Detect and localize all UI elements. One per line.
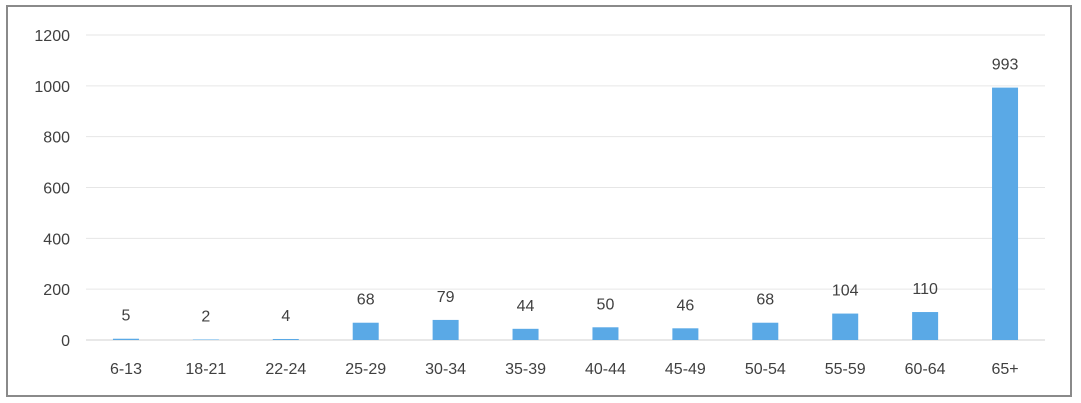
bar-25-29 <box>352 322 379 340</box>
y-axis: 0 200 400 600 800 1000 1200 <box>34 28 70 350</box>
bar-65+ <box>992 87 1019 340</box>
data-label: 46 <box>676 297 694 314</box>
bar-55-59 <box>832 313 859 340</box>
bar-45-49 <box>672 328 699 340</box>
x-tick-label: 45-49 <box>665 361 706 378</box>
data-label: 44 <box>517 298 535 315</box>
bar-18-21 <box>192 339 219 340</box>
bar-30-34 <box>432 319 459 340</box>
bar-6-13 <box>112 338 139 340</box>
x-tick-label: 30-34 <box>425 361 466 378</box>
x-tick-label: 60-64 <box>905 361 946 378</box>
data-label: 68 <box>756 292 774 309</box>
y-tick-label: 1000 <box>34 79 70 96</box>
chart-frame <box>6 5 1072 397</box>
y-tick-label: 600 <box>43 181 70 198</box>
gridlines <box>86 34 1045 341</box>
bar-50-54 <box>752 322 779 340</box>
y-tick-label: 800 <box>43 130 70 147</box>
x-tick-label: 18-21 <box>185 361 226 378</box>
data-label: 5 <box>122 308 131 325</box>
data-label: 79 <box>437 289 455 306</box>
bar-35-39 <box>512 328 539 340</box>
x-tick-label: 55-59 <box>825 361 866 378</box>
x-axis: 6-13 18-21 22-24 25-29 30-34 35-39 40-44 45-49 5… <box>110 361 1019 378</box>
data-label: 68 <box>357 292 375 309</box>
bar-60-64 <box>912 312 939 340</box>
y-tick-label: 0 <box>61 333 70 350</box>
bar-22-24 <box>272 338 299 340</box>
y-tick-label: 400 <box>43 231 70 248</box>
x-tick-label: 65+ <box>991 361 1018 378</box>
data-label: 2 <box>201 308 210 325</box>
x-tick-label: 6-13 <box>110 361 142 378</box>
y-tick-label: 200 <box>43 282 70 299</box>
x-tick-label: 25-29 <box>345 361 386 378</box>
data-label: 104 <box>832 283 859 300</box>
y-tick-label: 1200 <box>34 28 70 45</box>
x-tick-label: 35-39 <box>505 361 546 378</box>
x-tick-label: 40-44 <box>585 361 626 378</box>
data-label: 4 <box>281 308 290 325</box>
bar-40-44 <box>592 327 619 340</box>
x-tick-label: 22-24 <box>265 361 306 378</box>
x-tick-label: 50-54 <box>745 361 786 378</box>
data-labels: 5 2 4 68 79 44 50 46 68 104 110 993 <box>122 57 1019 326</box>
data-label: 50 <box>597 296 615 313</box>
data-label: 993 <box>992 57 1019 74</box>
data-label: 110 <box>912 281 938 298</box>
bars <box>112 87 1019 340</box>
